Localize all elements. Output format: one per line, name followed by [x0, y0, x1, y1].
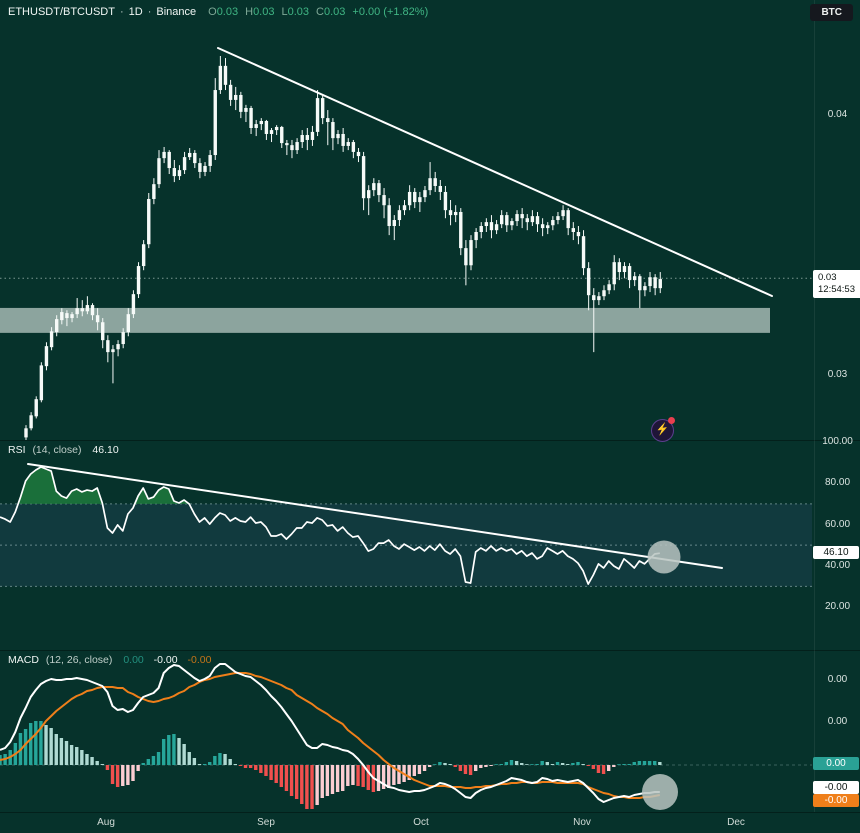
close-label: C	[316, 6, 324, 18]
timeframe-label[interactable]: 1D	[128, 6, 143, 18]
time-axis-month-label: Sep	[257, 817, 275, 828]
macd-signal-badge: -0.00	[813, 794, 859, 807]
open-value: 0.03	[216, 6, 239, 18]
bar-countdown: 12:54:53	[818, 284, 855, 295]
rsi-params: (14, close)	[32, 444, 82, 456]
macd-histogram-value: 0.00	[123, 654, 144, 666]
candles	[24, 55, 662, 441]
macd-line-badge: -0.00	[813, 781, 859, 794]
open-label: O	[208, 6, 217, 18]
price-axis-divider	[814, 0, 815, 812]
macd-histogram	[0, 721, 662, 809]
rsi-value-badge: 46.10	[813, 546, 859, 559]
rsi-trendline	[27, 463, 723, 569]
macd-legend: MACD (12, 26, close) 0.00 -0.00 -0.00	[8, 654, 211, 666]
lightning-icon: ⚡	[654, 423, 671, 437]
time-axis-month-label: Nov	[573, 817, 591, 828]
rsi-axis-label: 60.00	[824, 518, 851, 530]
rsi-highlight-circle	[647, 540, 681, 574]
macd-params: (12, 26, close)	[45, 654, 113, 666]
high-label: H	[245, 6, 254, 18]
low-label: L	[281, 6, 288, 18]
rsi-title[interactable]: RSI	[8, 444, 26, 456]
notification-dot	[668, 417, 675, 424]
change-value: +0.00 (+1.82%)	[352, 6, 429, 18]
separator-dot: ·	[147, 6, 152, 18]
time-axis-month-label: Oct	[413, 817, 429, 828]
symbol-title[interactable]: ETHUSDT/BTCUSDT	[8, 6, 115, 18]
symbol-header: ETHUSDT/BTCUSDT · 1D · Binance O0.03 H0.…	[8, 6, 428, 18]
macd-axis-label: 0.00	[827, 674, 848, 685]
price-axis-label: 0.03	[827, 369, 848, 380]
macd-line	[0, 663, 660, 803]
price-axis-label: 0.04	[827, 109, 848, 120]
time-axis-month-label: Dec	[727, 817, 745, 828]
rsi-axis-label: 20.00	[824, 601, 851, 612]
close-value: 0.03	[323, 6, 346, 18]
last-price-value: 0.03	[818, 272, 837, 283]
low-value: 0.03	[287, 6, 310, 18]
macd-histogram-badge: 0.00	[813, 757, 859, 770]
macd-line-value: -0.00	[153, 654, 178, 666]
high-value: 0.03	[253, 6, 275, 18]
ohlc-values: O0.03 H0.03 L0.03 C0.03	[208, 6, 345, 18]
rsi-line	[0, 466, 660, 585]
time-axis-divider	[0, 812, 860, 813]
rsi-legend: RSI (14, close) 46.10	[8, 444, 119, 456]
macd-title[interactable]: MACD	[8, 654, 39, 666]
pane-divider[interactable]	[0, 650, 860, 651]
pane-divider[interactable]	[0, 440, 860, 441]
macd-highlight-circle	[642, 774, 678, 810]
macd-axis-label: 0.00	[827, 716, 848, 727]
macd-signal-line	[0, 672, 660, 799]
rsi-axis-label: 80.00	[824, 477, 851, 489]
flash-boost-icon[interactable]: ⚡	[651, 417, 675, 442]
rsi-axis-label: 100.00	[822, 436, 853, 447]
last-price-label: 0.03 12:54:53	[813, 270, 860, 298]
macd-signal-value: -0.00	[187, 654, 212, 666]
rsi-current-value: 46.10	[92, 444, 119, 456]
currency-unit-button[interactable]: BTC	[810, 4, 853, 21]
separator-dot: ·	[119, 6, 124, 18]
rsi-axis-label: 40.00	[824, 559, 851, 571]
support-zone	[0, 307, 770, 333]
time-axis-month-label: Aug	[97, 817, 115, 828]
price-trendline	[217, 47, 773, 297]
exchange-label: Binance	[156, 6, 197, 18]
rsi-overbought-fill	[18, 467, 189, 504]
